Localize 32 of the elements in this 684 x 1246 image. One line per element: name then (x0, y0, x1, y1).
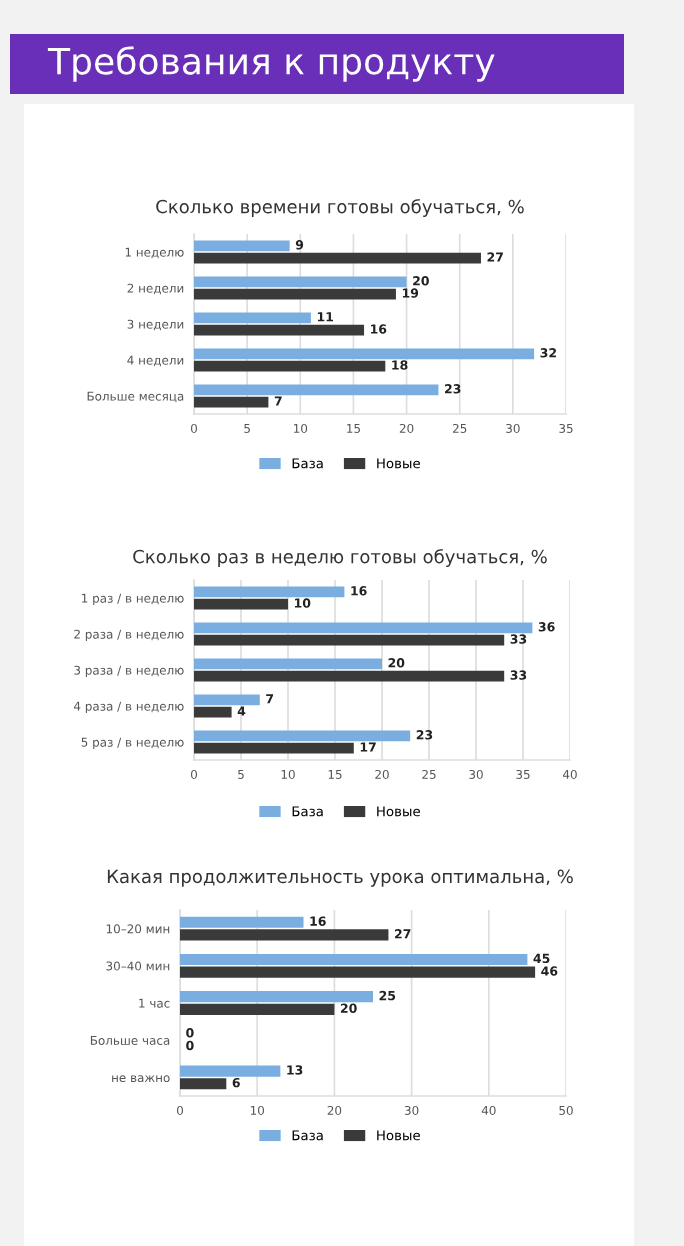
bar (180, 953, 528, 966)
bar (194, 384, 439, 396)
bar (194, 288, 396, 300)
bar (194, 324, 365, 336)
chart-title: Какая продолжительность урока оптимальна, % (107, 869, 573, 887)
bar (194, 312, 311, 324)
bar (180, 1065, 281, 1077)
bar (194, 252, 481, 264)
bar (194, 276, 407, 288)
bar (194, 706, 232, 718)
bar (194, 360, 386, 372)
bar (194, 586, 345, 598)
chart-title: Сколько раз в неделю готовы обучаться, % (133, 549, 547, 567)
bar (180, 1078, 227, 1090)
bar (194, 694, 260, 706)
bar (194, 622, 533, 634)
text: Требования к продукту (47, 46, 495, 82)
bar (194, 670, 505, 682)
bar (194, 348, 535, 360)
bar (180, 966, 536, 978)
bar (180, 991, 373, 1003)
bar (180, 929, 389, 941)
chart-title: Сколько времени готовы обучаться, % (156, 199, 524, 217)
bar (194, 658, 382, 670)
bar (194, 634, 505, 646)
bar (180, 1003, 335, 1015)
bar (194, 240, 290, 252)
bar (194, 742, 354, 754)
bar (180, 916, 304, 928)
bar (194, 396, 269, 408)
bar (194, 598, 288, 610)
bar (194, 730, 411, 742)
